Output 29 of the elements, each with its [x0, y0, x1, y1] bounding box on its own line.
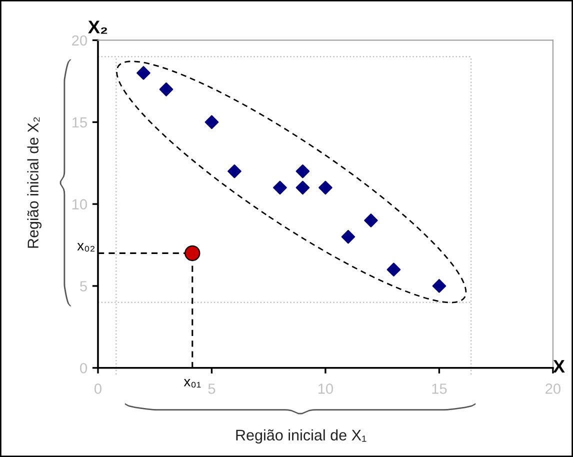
point — [273, 180, 287, 195]
point — [432, 279, 446, 293]
text: Região inicial de X₂ — [27, 117, 42, 248]
x-tick-label: 10 — [318, 384, 334, 394]
x-tick-label: 5 — [208, 384, 216, 394]
point — [159, 82, 174, 96]
y-tick-label: 5 — [80, 281, 87, 292]
point — [386, 262, 401, 276]
point — [318, 180, 332, 195]
point — [204, 115, 219, 130]
point — [296, 180, 310, 195]
x-tick-label: 0 — [94, 384, 102, 394]
y-tick-label: 10 — [72, 199, 87, 210]
x-axis-title: X — [553, 360, 565, 373]
point — [228, 164, 242, 178]
annotation: x₀₁ — [184, 378, 201, 388]
point — [296, 164, 310, 178]
annotation: x₀₂ — [77, 242, 95, 252]
y-axis-title: X₂ — [88, 20, 108, 34]
y-tick-label: 15 — [72, 117, 87, 128]
point — [364, 214, 378, 228]
point — [341, 230, 356, 244]
x-tick-label: 20 — [546, 384, 560, 394]
y-tick-label: 20 — [72, 35, 87, 46]
text: Região inicial de X₁ — [236, 429, 366, 444]
x-tick-label: 15 — [432, 384, 447, 394]
point — [136, 66, 150, 80]
point — [184, 245, 200, 262]
y-tick-label: 0 — [80, 362, 87, 374]
